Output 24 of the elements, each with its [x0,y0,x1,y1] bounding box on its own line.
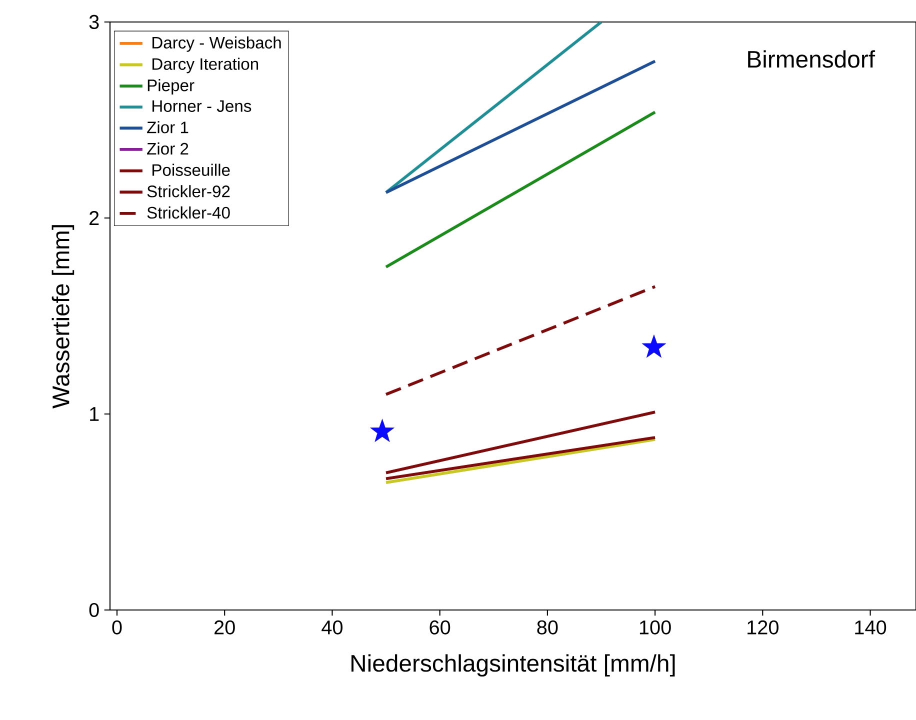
y-axis-title: Wassertiefe [mm] [52,225,74,408]
legend-label: Strickler-92 [147,185,230,198]
legend-label: Poisseuille [152,164,230,176]
x-axis-title: Niederschlagsintensität [mm/h] [352,654,675,677]
x-tick-label: 60 [430,620,450,634]
legend-label: Darcy Iteration [152,58,258,74]
legend-label: Pieper [148,79,194,95]
y-tick-label: 0 [89,602,99,618]
legend-label: Zior 2 [147,142,188,155]
legend-label: Horner - Jens [152,100,252,112]
x-tick-label: 120 [748,620,778,634]
y-tick-label: 1 [90,407,99,421]
annotation: Birmensdorf [748,50,876,68]
x-tick-label: 140 [855,620,886,634]
y-tick-label: 2 [90,211,99,225]
y-tick-label: 3 [89,14,99,30]
x-tick-label: 20 [214,620,235,634]
legend-label: Zior 1 [147,121,188,134]
x-tick-label: 80 [537,620,558,634]
legend-label: Darcy - Weisbach [152,36,281,52]
x-tick-label: 100 [640,620,671,634]
x-tick-label: 40 [322,620,343,634]
legend-label: Strickler-40 [147,206,230,219]
x-tick-label: 0 [112,620,122,634]
